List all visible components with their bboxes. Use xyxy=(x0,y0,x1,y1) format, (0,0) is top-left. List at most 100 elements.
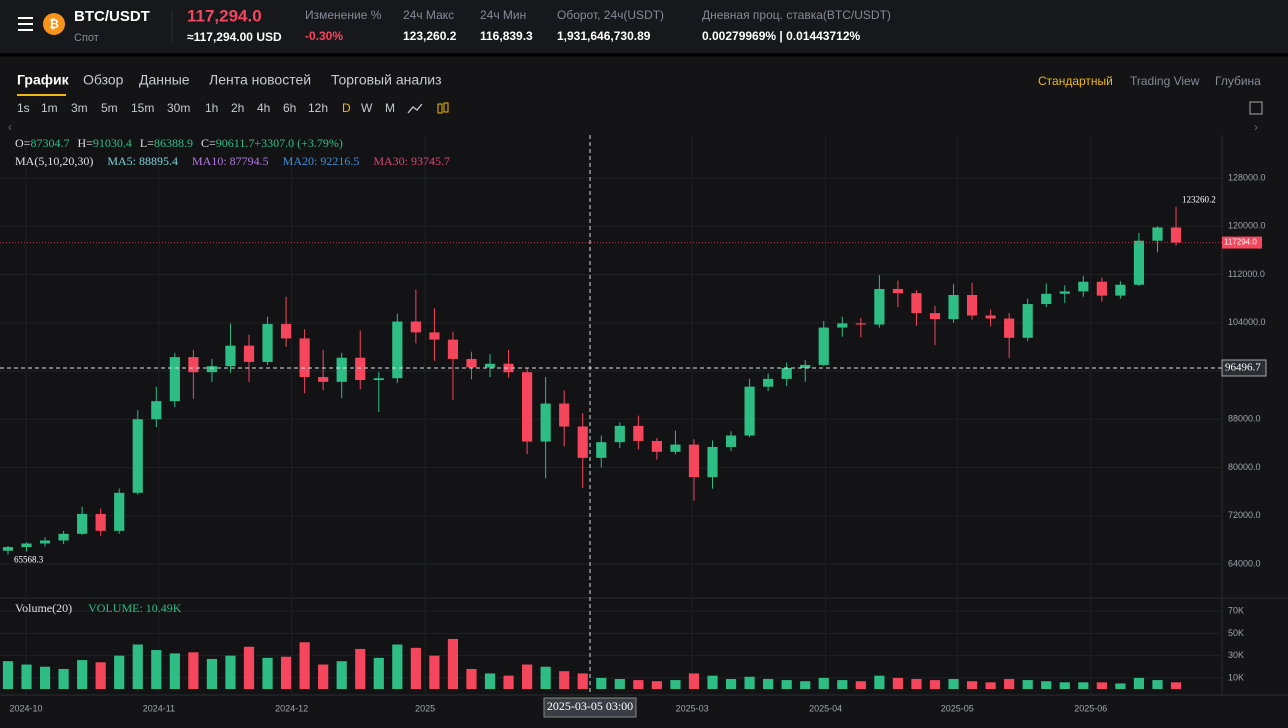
volume-bar xyxy=(1078,682,1089,689)
timeframe[interactable]: 12h xyxy=(308,101,328,115)
candle-body xyxy=(522,372,533,442)
volume-bar xyxy=(892,677,904,689)
volume-bar xyxy=(633,680,644,689)
volume-bar xyxy=(1115,683,1126,689)
ohlc-legend: O=87304.7 H=91030.4 L=86388.9 C=90611.7+330… xyxy=(15,136,343,150)
tab[interactable]: Обзор xyxy=(83,72,124,88)
timeframe[interactable]: 6h xyxy=(283,101,296,115)
candle-body xyxy=(911,293,922,314)
candle-body xyxy=(781,367,792,379)
timeframe[interactable]: 1m xyxy=(41,101,58,115)
ohlc-value: +3307.0 (+3.79%) xyxy=(254,136,343,150)
volume-bar xyxy=(855,681,866,689)
candle-body xyxy=(1059,291,1070,294)
candle-body xyxy=(1078,281,1089,292)
candle-body xyxy=(484,363,496,368)
timeframe[interactable]: 5m xyxy=(101,101,118,115)
timeframe[interactable]: 30m xyxy=(167,101,190,115)
candle-body xyxy=(1022,304,1033,338)
line-chart-icon[interactable] xyxy=(407,103,423,114)
volume-bar xyxy=(188,652,199,689)
timeframe[interactable]: 4h xyxy=(257,101,270,115)
last-price-usd: ≈117,294.00 USD xyxy=(187,30,282,44)
candle-body xyxy=(77,513,88,534)
timeframe[interactable]: 1h xyxy=(205,101,218,115)
volume-bar xyxy=(818,677,829,689)
volume-bar xyxy=(1004,678,1015,689)
timeframe[interactable]: 3m xyxy=(71,101,88,115)
volume-bar xyxy=(429,655,440,689)
volume-bar xyxy=(355,648,366,689)
y-tick-label: 120000.0 xyxy=(1228,221,1266,231)
volume-bar xyxy=(1022,680,1033,689)
candle-body xyxy=(837,323,848,328)
volume-bar xyxy=(132,644,143,689)
candle-icon[interactable] xyxy=(443,102,449,113)
candle-body xyxy=(892,288,904,294)
view-mode[interactable]: Trading View xyxy=(1130,74,1200,88)
volume-bar xyxy=(744,676,755,689)
view-mode[interactable]: Глубина xyxy=(1215,74,1261,88)
timeframe[interactable]: M xyxy=(385,101,395,115)
volume-bar xyxy=(95,662,106,689)
tab[interactable]: Торговый анализ xyxy=(331,72,442,88)
timeframe[interactable]: D xyxy=(342,101,351,115)
candle-body xyxy=(280,323,292,339)
candle-body xyxy=(744,386,755,436)
volume-bar xyxy=(707,675,718,689)
volume-bar xyxy=(929,680,941,689)
candle-icon[interactable] xyxy=(437,103,443,114)
volume-bar xyxy=(39,666,51,689)
volume-legend: Volume(20) VOLUME: 10.49K xyxy=(15,601,182,615)
view-mode[interactable]: Стандартный xyxy=(1038,74,1113,88)
tab[interactable]: График xyxy=(17,72,70,88)
ma-item: MA5: 88895.4 xyxy=(107,154,178,168)
crosshair-time-tag xyxy=(543,697,637,718)
last-price: 117,294.0 xyxy=(187,6,262,25)
volume-tick-label: 50K xyxy=(1228,628,1244,638)
volume-bar xyxy=(447,638,459,689)
x-tick-label: 2024-11 xyxy=(143,703,175,713)
candle-body xyxy=(503,363,514,373)
timeframe[interactable]: 2h xyxy=(231,101,244,115)
ma-item: MA10: 87794.5 xyxy=(192,154,269,168)
fullscreen-icon[interactable] xyxy=(1249,101,1263,115)
last-price-tag xyxy=(1222,236,1262,249)
menu-icon[interactable] xyxy=(18,17,33,31)
x-tick-label: 2025 xyxy=(415,703,435,713)
y-tick-label: 88000.0 xyxy=(1228,414,1261,424)
volume-bar xyxy=(262,657,273,689)
volume-bar xyxy=(651,681,662,689)
candle-body xyxy=(188,357,199,373)
tab-underline xyxy=(17,94,66,96)
volume-bar xyxy=(503,675,514,689)
x-tick-label: 2025-05 xyxy=(941,703,974,713)
candle-body xyxy=(948,295,959,320)
tab[interactable]: Данные xyxy=(139,72,190,88)
y-tick-label: 128000.0 xyxy=(1228,172,1266,182)
stat-label: 24ч Мин xyxy=(480,8,526,22)
candle-body xyxy=(1170,227,1182,243)
symbol[interactable]: BTC/USDT xyxy=(74,8,150,25)
x-tick-label: 2025-06 xyxy=(1074,703,1107,713)
scroll-right[interactable]: › xyxy=(1254,120,1258,134)
y-tick-label: 80000.0 xyxy=(1228,462,1261,472)
candle-body xyxy=(559,403,570,427)
timeframe[interactable]: 15m xyxy=(131,101,154,115)
candle-body xyxy=(633,425,644,441)
timeframe[interactable]: W xyxy=(361,101,373,115)
tab[interactable]: Лента новостей xyxy=(209,72,311,88)
volume-tick-label: 10K xyxy=(1228,672,1244,682)
scroll-left[interactable]: ‹ xyxy=(8,120,12,134)
volume-bar xyxy=(21,664,32,689)
volume-bar xyxy=(1041,681,1052,689)
candle-body xyxy=(410,321,421,333)
volume-bar xyxy=(670,680,681,689)
candle-body xyxy=(1096,281,1107,296)
ohlc-value: 86388.9 xyxy=(154,136,193,150)
x-tick-label: 2024-10 xyxy=(9,703,42,713)
timeframe[interactable]: 1s xyxy=(17,101,30,115)
candle-body xyxy=(95,513,106,531)
